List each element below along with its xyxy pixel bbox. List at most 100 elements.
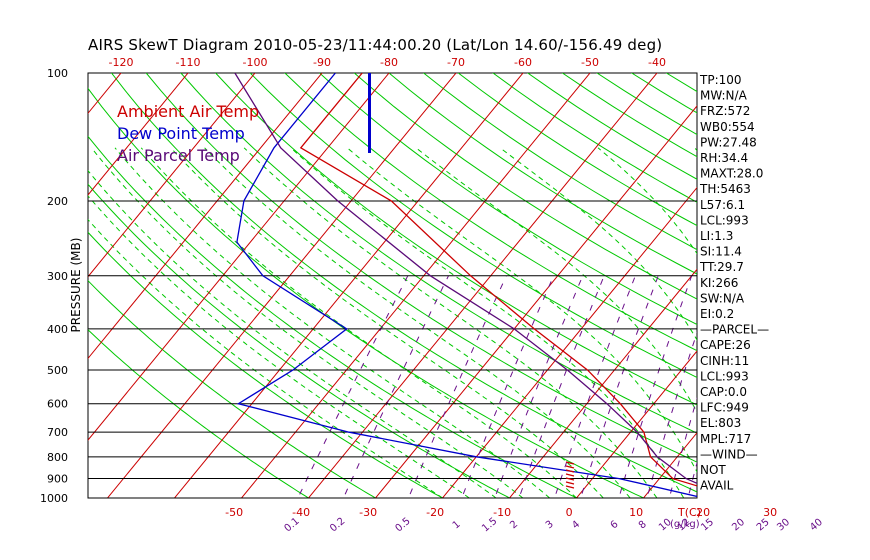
- dry-adiabat-line: [88, 329, 310, 498]
- moist-adiabat-line: [170, 147, 604, 498]
- stat-line: AVAIL: [700, 479, 734, 493]
- mixing-ratio-tick-label: 0.2: [328, 516, 347, 535]
- pressure-tick-label: 300: [47, 270, 68, 283]
- mixing-ratio-line: [461, 275, 555, 498]
- moist-adiabat-line: [88, 195, 470, 498]
- dry-adiabat-line: [180, 73, 697, 434]
- mixing-ratio-tick-label: 8: [637, 519, 649, 532]
- mixing-ratio-line: [646, 331, 697, 498]
- mixing-ratio-lines: [297, 275, 866, 507]
- moist-adiabat-line: [415, 147, 697, 413]
- dry-adiabat-line: [284, 73, 697, 352]
- isotherm-line: [441, 186, 697, 498]
- stat-line: —WIND—: [700, 447, 758, 461]
- surface-wind-marker: [565, 461, 575, 489]
- bottom-temp-tick-label: -30: [359, 506, 377, 519]
- stat-line: SI:11.4: [700, 245, 742, 259]
- pressure-tick-label: 500: [47, 364, 68, 377]
- moist-adiabat-line: [773, 148, 844, 498]
- moist-adiabat-line: [204, 147, 631, 498]
- bottom-temp-tick-label: -20: [426, 506, 444, 519]
- stat-line: LFC:949: [700, 401, 749, 415]
- pressure-tick-label: 1000: [40, 492, 68, 505]
- pressure-tick-label: 900: [47, 473, 68, 486]
- mixing-ratio-tick-label: 2: [508, 519, 520, 532]
- mixing-ratio-line: [785, 276, 837, 507]
- top-temp-tick-label: -100: [243, 56, 268, 69]
- dry-adiabat-line: [318, 73, 697, 326]
- dry-adiabat-line: [249, 73, 697, 378]
- stat-line: CAPE:26: [700, 338, 751, 352]
- moist-adiabat-line: [243, 147, 658, 498]
- mixing-ratio-tick-label: 0.5: [393, 516, 412, 535]
- isobars: [88, 200, 697, 499]
- bottom-temp-tick-label: -10: [493, 506, 511, 519]
- legend-entry: Ambient Air Temp: [117, 102, 259, 121]
- legend-entry: Dew Point Temp: [117, 124, 245, 143]
- dry-adiabat-line: [737, 54, 870, 507]
- mixing-ratio-line: [494, 275, 584, 498]
- top-temp-tick-label: -70: [447, 56, 465, 69]
- bottom-temp-tick-label: 30: [763, 506, 777, 519]
- mixing-ratio-tick-label: 4: [570, 519, 582, 532]
- moist-adiabat-line: [346, 147, 697, 473]
- chart-title: AIRS SkewT Diagram 2010-05-23/11:44:00.2…: [88, 36, 663, 54]
- pressure-tick-label: 600: [47, 398, 68, 411]
- mixing-ratio-tick-label: 15: [699, 517, 716, 534]
- moist-adiabat-line: [88, 169, 497, 498]
- top-temp-tick-label: -90: [313, 56, 331, 69]
- stat-line: —PARCEL—: [700, 323, 769, 337]
- bottom-temperature-axis: -50 -40 -30 -20 -10 0 10 20 30: [225, 506, 777, 519]
- dry-adiabat-line: [838, 54, 870, 507]
- stat-line: EI:0.2: [700, 307, 734, 321]
- stat-line: PW:27.48: [700, 135, 757, 149]
- isotherm-line: [106, 73, 457, 498]
- isotherm-line: [88, 73, 390, 441]
- stat-line: TP:100: [699, 73, 742, 87]
- bottom-temp-tick-label: 20: [696, 506, 710, 519]
- pressure-tick-label: 700: [47, 426, 68, 439]
- moist-adiabat-line: [290, 147, 685, 498]
- mixing-ratio-line: [518, 275, 605, 498]
- mixing-ratio-line: [668, 397, 697, 498]
- stat-line: LCL:993: [700, 213, 749, 227]
- top-temperature-axis: -120 -110 -100 -90 -80 -70 -60 -50 -40: [109, 56, 666, 69]
- mixing-ratio-tick-label: 40: [808, 517, 825, 534]
- dry-adiabat-line: [88, 87, 645, 498]
- legend: Ambient Air Temp Dew Point Temp Air Parcel…: [117, 102, 259, 165]
- dry-adiabat-line: [388, 73, 697, 275]
- stat-line: TT:29.7: [699, 260, 744, 274]
- isotherm-line: [575, 350, 697, 498]
- mixing-ratio-line: [818, 276, 866, 507]
- top-temp-tick-label: -110: [176, 56, 201, 69]
- isotherm-line: [88, 73, 256, 278]
- top-temp-tick-label: -40: [648, 56, 666, 69]
- mixing-ratio-line: [740, 276, 799, 507]
- mixing-ratio-tick-label: 3: [544, 519, 556, 532]
- stat-line: LCL:993: [700, 369, 749, 383]
- moist-adiabat-line: [140, 147, 577, 498]
- dry-adiabat-line: [145, 73, 697, 463]
- isotherm-line: [307, 73, 658, 498]
- stat-line: MAXT:28.0: [700, 167, 763, 181]
- stat-line: L57:6.1: [700, 198, 745, 212]
- dry-adiabat-line: [88, 135, 578, 498]
- mixing-ratio-unit: (g/kg): [670, 519, 700, 530]
- stat-line: MPL:717: [700, 432, 751, 446]
- stat-line: FRZ:572: [700, 104, 750, 118]
- dry-adiabat-line: [214, 73, 697, 406]
- stat-line: WB0:554: [700, 120, 755, 134]
- mixing-ratio-line: [618, 275, 693, 498]
- series-line: [299, 73, 697, 487]
- stat-line: NOT: [700, 463, 726, 477]
- isotherms: [0, 54, 697, 507]
- isotherm-line: [374, 105, 697, 498]
- dry-adiabat-line: [422, 73, 697, 251]
- dry-adiabats: [88, 54, 870, 507]
- isotherm-line: [0, 54, 3, 507]
- dewpoint-upper-segment: [368, 73, 371, 153]
- bottom-temp-tick-label: 10: [629, 506, 643, 519]
- mixing-ratio-line: [580, 275, 659, 498]
